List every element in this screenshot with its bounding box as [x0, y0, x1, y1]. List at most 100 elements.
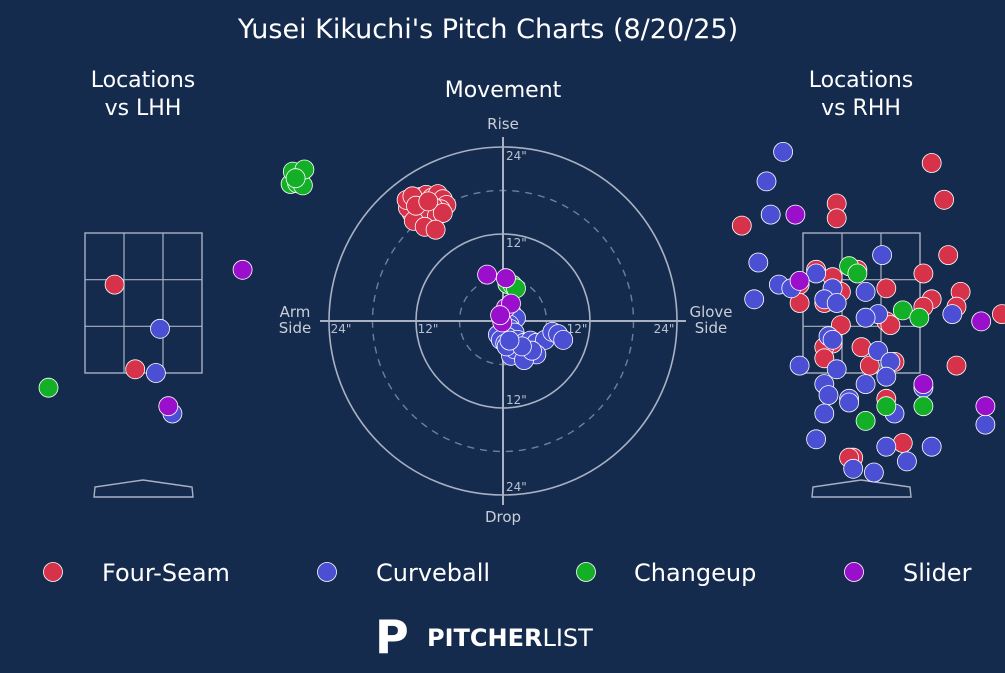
pitch-point-curveball [145, 363, 166, 383]
pitch-point-slider [232, 259, 253, 280]
movement-points [280, 159, 574, 371]
pitch-point-changeup [913, 396, 934, 417]
pitch-point-changeup [855, 410, 876, 431]
ring-label-24-right: 24" [654, 322, 675, 336]
legend-item-slider: Slider [844, 559, 972, 587]
pitch-point-four-seam [425, 219, 446, 240]
ring-label-12-top: 12" [506, 236, 527, 250]
pitch-point-four-seam [934, 189, 954, 210]
pitch-point-four-seam [418, 191, 439, 212]
pitch-point-four-seam [946, 355, 967, 376]
pitch-point-four-seam [826, 208, 847, 229]
pitch-point-curveball [855, 307, 876, 328]
lhh-points [38, 259, 253, 424]
pitch-point-four-seam [876, 278, 897, 299]
text-line: Side [279, 319, 311, 337]
lhh-panel: Locations vs LHH [38, 68, 253, 498]
legend-item-curveball: Curveball [317, 559, 490, 587]
pitch-point-changeup [847, 263, 868, 284]
pitch-point-curveball [150, 318, 170, 339]
pitch-point-curveball [744, 289, 765, 310]
pitch-point-curveball [822, 329, 843, 350]
legend: Four-Seam Curveball Changeup Slider [43, 559, 972, 587]
lhh-strike-zone [84, 232, 203, 374]
pitcherlist-logo: P PITCHERLIST [375, 610, 593, 664]
pitch-point-curveball [826, 293, 847, 313]
pitch-point-curveball [876, 436, 897, 457]
pitch-point-curveball [748, 252, 769, 273]
pitch-point-curveball [826, 359, 847, 380]
pitch-point-slider [913, 374, 934, 395]
logo-word-light: LIST [542, 624, 593, 652]
label-rise: Rise [487, 115, 519, 133]
pitch-point-curveball [818, 385, 839, 406]
pitch-point-four-seam [892, 433, 913, 453]
pitch-point-four-seam [125, 359, 146, 380]
pitch-point-slider [490, 305, 511, 326]
pitch-point-slider [158, 396, 179, 417]
pitch-point-curveball [872, 245, 892, 266]
pitch-point-curveball [760, 204, 781, 225]
pitch-point-slider [495, 268, 516, 289]
pitch-point-changeup [909, 307, 930, 328]
legend-label-slider: Slider [903, 559, 972, 587]
rhh-title: Locations vs RHH [809, 68, 914, 121]
pitch-point-changeup [892, 300, 913, 321]
pitch-point-slider [785, 204, 806, 225]
movement-title: Movement [445, 78, 562, 103]
rhh-points [731, 141, 1005, 483]
pitch-point-four-seam [913, 263, 934, 284]
label-glove-side: Glove Side [689, 303, 732, 337]
ring-label-24-top: 24" [506, 149, 527, 163]
ring-label-12-left: 12" [418, 322, 439, 336]
pitch-point-four-seam [921, 153, 942, 173]
pitch-point-curveball [499, 330, 520, 351]
logo-wordmark: PITCHERLIST [427, 624, 593, 652]
text-line: vs LHH [105, 96, 182, 121]
pitch-point-curveball [756, 171, 777, 192]
pitch-point-four-seam [104, 274, 125, 295]
lhh-title: Locations vs LHH [91, 68, 196, 121]
pitch-point-four-seam [851, 337, 872, 358]
pitch-point-curveball [975, 414, 996, 435]
text-line: Movement [445, 78, 562, 103]
logo-mark: P [375, 610, 409, 664]
pitch-point-four-seam [432, 203, 453, 223]
text-line: vs RHH [821, 96, 901, 121]
text-line: Glove [689, 303, 732, 321]
pitch-point-four-seam [992, 304, 1005, 324]
ring-label-12-right: 12" [567, 322, 588, 336]
legend-swatch-curveball [317, 562, 337, 582]
pitch-point-slider [789, 270, 810, 291]
pitch-point-four-seam [938, 245, 959, 266]
pitch-point-curveball [855, 281, 876, 302]
legend-item-changeup: Changeup [576, 559, 756, 587]
pitch-point-slider [971, 311, 992, 332]
pitch-point-changeup [285, 168, 306, 189]
pitch-point-curveball [806, 263, 826, 284]
pitch-point-curveball [897, 451, 917, 472]
pitch-point-four-seam [731, 215, 752, 236]
pitch-point-curveball [942, 304, 963, 325]
pitch-point-curveball [839, 392, 859, 413]
pitch-point-curveball [876, 366, 897, 387]
rhh-home-plate [811, 479, 912, 498]
pitch-point-curveball [814, 403, 835, 424]
rhh-panel: Locations vs RHH [731, 68, 1005, 498]
pitch-point-curveball [553, 329, 574, 350]
legend-swatch-slider [844, 562, 864, 582]
lhh-home-plate [93, 479, 194, 498]
pitch-point-curveball [806, 429, 826, 450]
pitch-point-curveball [921, 436, 942, 457]
pitch-point-curveball [855, 374, 876, 395]
pitch-point-curveball [789, 355, 810, 376]
pitch-point-changeup [876, 396, 897, 417]
legend-label-curveball: Curveball [376, 559, 490, 587]
ring-label-12-bottom: 12" [506, 393, 527, 407]
ring-label-24-left: 24" [331, 322, 352, 336]
pitch-point-curveball [864, 462, 884, 483]
legend-item-four-seam: Four-Seam [43, 559, 230, 587]
pitch-point-slider [975, 396, 996, 417]
legend-label-four-seam: Four-Seam [102, 559, 230, 587]
